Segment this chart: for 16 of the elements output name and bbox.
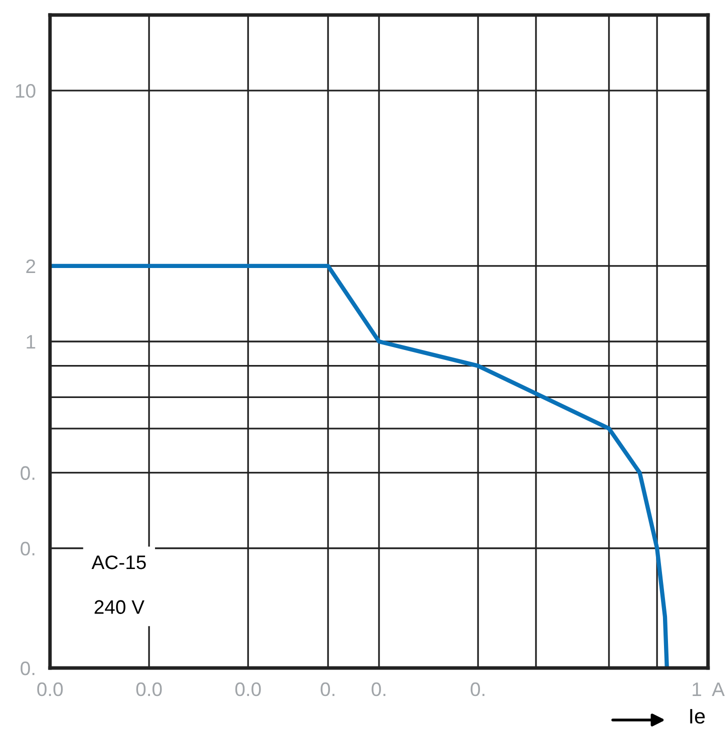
- y-tick-label: 2: [26, 259, 36, 273]
- y-tick-label: 1: [26, 335, 36, 349]
- y-tick-label: 0.: [20, 542, 34, 556]
- x-tick-label: 0.0: [235, 682, 261, 696]
- x-tick-label: 0.: [470, 682, 484, 696]
- x-tick-label: 0.: [320, 682, 334, 696]
- x-tick-label: 0.0: [37, 682, 63, 696]
- x-tick-label: 1 A: [692, 682, 725, 696]
- y-tick-label: 0.: [20, 661, 34, 676]
- x-tick-label: 0.: [372, 682, 386, 696]
- y-tick-label: 0.: [20, 466, 34, 480]
- y-tick-label: 10: [16, 84, 36, 98]
- annotation: AC-15: [92, 555, 146, 570]
- x-axis-title: Ie: [690, 709, 705, 724]
- annotation: 240 V: [94, 600, 144, 614]
- x-tick-label: 0.0: [136, 682, 162, 696]
